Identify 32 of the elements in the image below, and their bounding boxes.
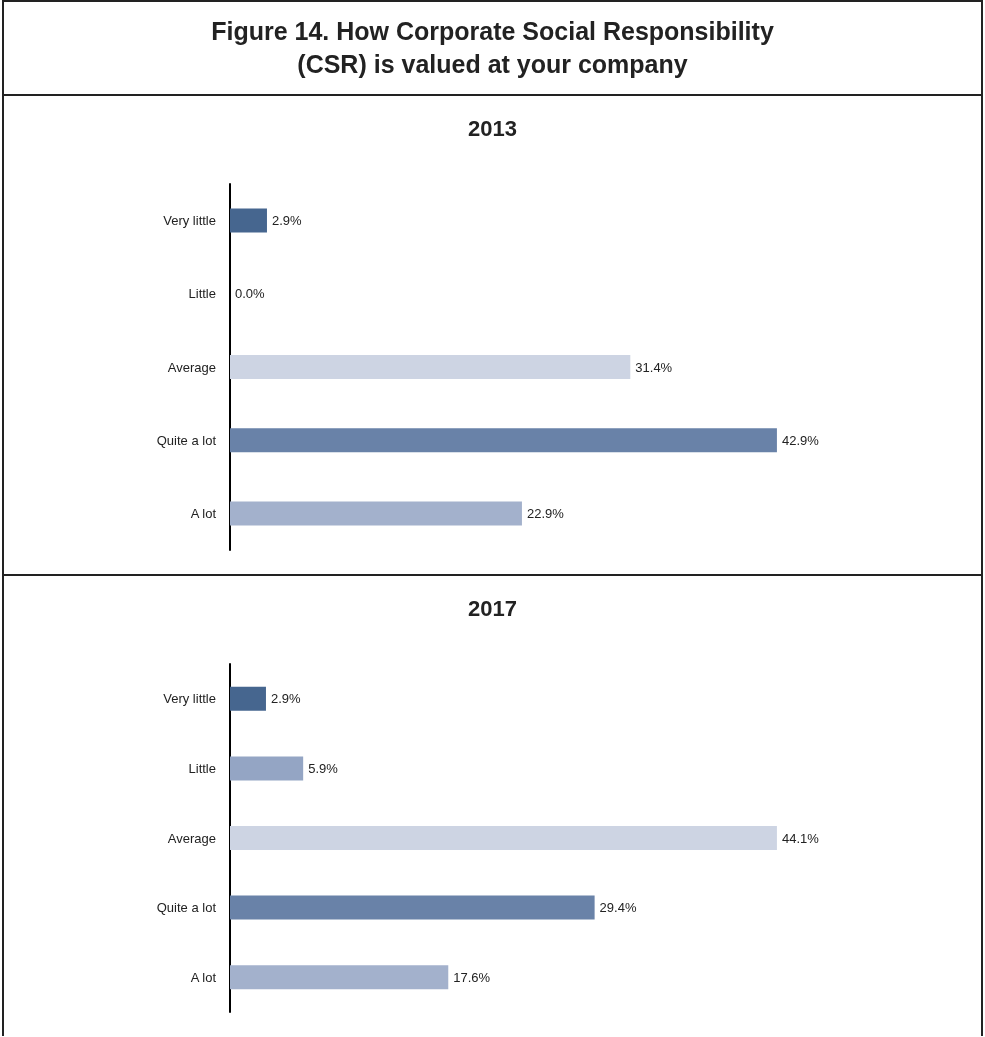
y-tick-label: Little [188,286,216,302]
y-tick-label: Very little [163,213,216,229]
chart-title: Figure 14. How Corporate Social Responsibility (CSR) is valued at your company [210,16,775,80]
y-tick-label: Quite a lot [156,432,217,448]
data-label: 31.4% [635,359,673,375]
y-tick-label: A lot [190,505,217,521]
chart-subtitle: 2013 [468,115,517,141]
bar [230,355,631,379]
bar [230,826,777,850]
y-tick-label: A lot [190,969,217,985]
bar [230,756,304,781]
bar [230,686,266,711]
data-label: 22.9% [526,505,565,521]
bar [230,501,522,526]
bar [230,208,267,233]
data-label: 17.6% [453,969,491,985]
data-label: 0.0% [235,286,266,302]
data-label: 5.9% [308,760,339,776]
bar [230,965,449,990]
chart-title: 2017 [468,595,517,621]
y-tick-label: Little [188,760,216,776]
y-tick-label: Very little [163,691,216,707]
data-label: 44.1% [781,830,820,846]
data-label: 2.9% [271,213,303,229]
data-label: 42.9% [781,432,820,448]
bar [230,895,595,920]
y-tick-label: Quite a lot [156,900,217,916]
y-tick-label: Average [167,830,216,846]
data-label: 29.4% [599,900,637,916]
bar [230,428,777,453]
data-label: 2.9% [270,691,302,707]
y-tick-label: Average [167,359,216,375]
